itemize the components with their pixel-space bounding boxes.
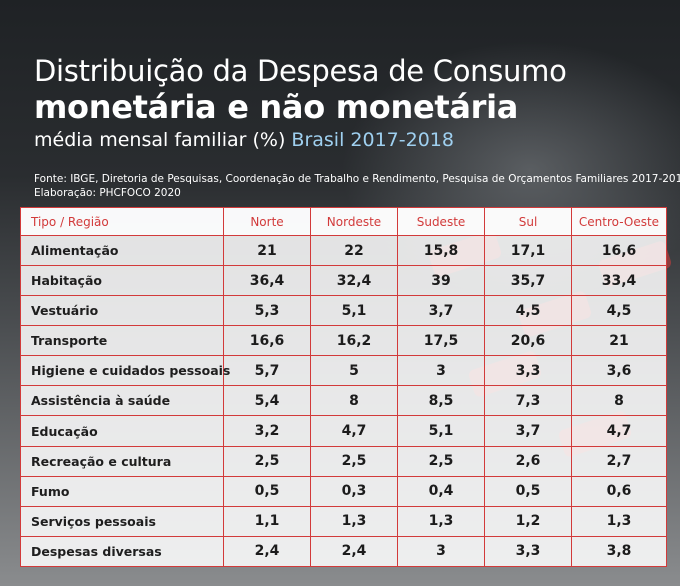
table-row: Educação 3,2 4,7 5,1 3,7 4,7	[20, 415, 667, 447]
table-cell: 3,3	[484, 355, 572, 387]
table-cell: 2,5	[397, 445, 485, 477]
table-cell: 5,1	[397, 415, 485, 447]
table-cell: 0,5	[223, 475, 311, 507]
source-line: Fonte: IBGE, Diretoria de Pesquisas, Coo…	[34, 173, 680, 185]
column-header: Sudeste	[397, 207, 485, 236]
table-cell: 1,3	[310, 505, 398, 537]
column-header: Centro-Oeste	[571, 207, 667, 236]
table-cell: 22	[310, 234, 398, 267]
table-cell: 16,2	[310, 325, 398, 357]
table-row: Serviços pessoais 1,1 1,3 1,3 1,2 1,3	[20, 505, 667, 537]
table-cell: 5,4	[223, 385, 311, 417]
data-table-container: Tipo / Região Norte Nordeste Sudeste Sul…	[20, 207, 667, 568]
table-cell: 5,7	[223, 355, 311, 387]
table-row: Alimentação 21 22 15,8 17,1 16,6	[20, 234, 667, 267]
table-cell: 7,3	[484, 385, 572, 417]
table-cell: 3,6	[571, 355, 667, 387]
table-row: Higiene e cuidados pessoais 5,7 5 3 3,3 …	[20, 355, 667, 387]
row-label: Higiene e cuidados pessoais	[20, 355, 230, 387]
table-cell: 1,2	[484, 505, 572, 537]
table-cell: 21	[223, 234, 311, 267]
title-line-1: Distribuição da Despesa de Consumo	[34, 54, 567, 88]
table-cell: 1,1	[223, 505, 311, 537]
table-cell: 0,4	[397, 475, 485, 507]
table-cell: 5,1	[310, 295, 398, 327]
table-row: Transporte 16,6 16,2 17,5 20,6 21	[20, 325, 667, 357]
table-cell: 35,7	[484, 265, 572, 297]
table-cell: 17,1	[484, 234, 572, 267]
table-cell: 4,5	[571, 295, 667, 327]
table-row: Habitação 36,4 32,4 39 35,7 33,4	[20, 265, 667, 297]
row-label: Alimentação	[20, 234, 224, 267]
subtitle: média mensal familiar (%) Brasil 2017-20…	[34, 126, 674, 154]
title-line-2: monetária e não monetária	[34, 88, 519, 126]
table-cell: 0,3	[310, 475, 398, 507]
table-cell: 3,7	[484, 415, 572, 447]
table-cell: 8,5	[397, 385, 485, 417]
table-cell: 3,2	[223, 415, 311, 447]
table-cell: 5	[310, 355, 398, 387]
table-cell: 2,5	[223, 445, 311, 477]
row-label: Transporte	[20, 325, 224, 357]
row-label: Recreação e cultura	[20, 445, 224, 477]
table-row: Vestuário 5,3 5,1 3,7 4,5 4,5	[20, 295, 667, 327]
row-label: Despesas diversas	[20, 535, 224, 568]
table-cell: 16,6	[571, 234, 667, 267]
table-cell: 3	[397, 535, 485, 568]
source-note: Fonte: IBGE, Diretoria de Pesquisas, Coo…	[34, 172, 680, 200]
table-row: Despesas diversas 2,4 2,4 3 3,3 3,8	[20, 535, 667, 568]
table-cell: 3,7	[397, 295, 485, 327]
table-cell: 2,4	[223, 535, 311, 568]
table-cell: 32,4	[310, 265, 398, 297]
header: Distribuição da Despesa de Consumo monet…	[34, 54, 674, 154]
table-cell: 4,7	[571, 415, 667, 447]
row-label: Assistência à saúde	[20, 385, 224, 417]
table-cell: 2,5	[310, 445, 398, 477]
table-cell: 3,3	[484, 535, 572, 568]
table-header-row: Tipo / Região Norte Nordeste Sudeste Sul…	[20, 207, 667, 236]
table-cell: 20,6	[484, 325, 572, 357]
table-cell: 17,5	[397, 325, 485, 357]
table-cell: 8	[571, 385, 667, 417]
column-header: Nordeste	[310, 207, 398, 236]
table-cell: 8	[310, 385, 398, 417]
table-cell: 1,3	[397, 505, 485, 537]
table-cell: 2,7	[571, 445, 667, 477]
table-cell: 36,4	[223, 265, 311, 297]
row-label: Habitação	[20, 265, 224, 297]
column-header: Tipo / Região	[20, 207, 224, 236]
row-label: Fumo	[20, 475, 224, 507]
row-label: Educação	[20, 415, 224, 447]
table-cell: 21	[571, 325, 667, 357]
table-cell: 1,3	[571, 505, 667, 537]
table-cell: 2,4	[310, 535, 398, 568]
table-cell: 4,7	[310, 415, 398, 447]
table-cell: 15,8	[397, 234, 485, 267]
row-label: Serviços pessoais	[20, 505, 224, 537]
column-header: Sul	[484, 207, 572, 236]
row-label: Vestuário	[20, 295, 224, 327]
table-cell: 0,5	[484, 475, 572, 507]
credit-line: Elaboração: PHCFOCO 2020	[34, 187, 181, 199]
subtitle-highlight: Brasil 2017-2018	[291, 129, 454, 151]
column-header: Norte	[223, 207, 311, 236]
table-cell: 3	[397, 355, 485, 387]
table-row: Recreação e cultura 2,5 2,5 2,5 2,6 2,7	[20, 445, 667, 477]
table-cell: 33,4	[571, 265, 667, 297]
table-cell: 2,6	[484, 445, 572, 477]
table-cell: 16,6	[223, 325, 311, 357]
table-row: Assistência à saúde 5,4 8 8,5 7,3 8	[20, 385, 667, 417]
subtitle-main: média mensal familiar (%)	[34, 129, 286, 151]
table-cell: 39	[397, 265, 485, 297]
table-cell: 3,8	[571, 535, 667, 568]
expense-table: Tipo / Região Norte Nordeste Sudeste Sul…	[20, 207, 667, 568]
table-cell: 5,3	[223, 295, 311, 327]
table-cell: 4,5	[484, 295, 572, 327]
table-cell: 0,6	[571, 475, 667, 507]
table-row: Fumo 0,5 0,3 0,4 0,5 0,6	[20, 475, 667, 507]
